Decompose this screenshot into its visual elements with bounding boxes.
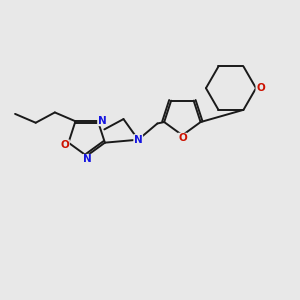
Text: N: N: [134, 135, 142, 145]
Text: O: O: [61, 140, 69, 150]
Text: O: O: [178, 133, 187, 143]
Text: O: O: [256, 83, 265, 93]
Text: N: N: [83, 154, 92, 164]
Text: N: N: [98, 116, 106, 126]
